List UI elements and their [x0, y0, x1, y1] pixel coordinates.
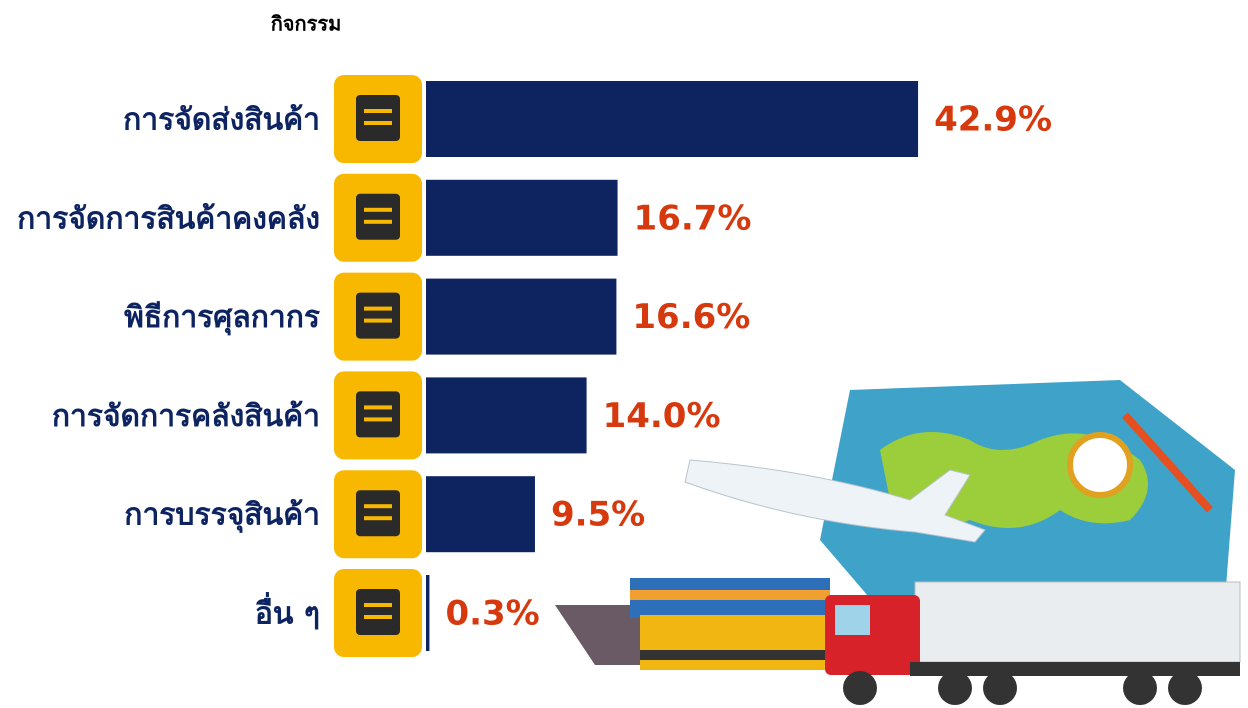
bar	[426, 278, 617, 355]
value-label: 16.7%	[634, 198, 752, 238]
icon-glyph-detail	[364, 306, 392, 311]
icon-glyph-detail	[364, 504, 392, 509]
column-header: กิจกรรม	[271, 12, 342, 36]
icon-glyph	[356, 193, 400, 240]
category-label: พิธีการศุลกากร	[124, 300, 320, 336]
icon-glyph	[356, 589, 400, 635]
bar	[426, 575, 430, 651]
icon-glyph	[356, 391, 400, 438]
bar	[426, 476, 535, 553]
value-label: 9.5%	[551, 495, 645, 535]
bar	[426, 377, 587, 454]
icon-glyph-detail	[364, 516, 392, 521]
icon-glyph	[356, 490, 400, 537]
icon-glyph-detail	[364, 318, 392, 323]
value-label: 14.0%	[603, 396, 721, 436]
icon-glyph-detail	[364, 219, 392, 224]
bar	[426, 81, 919, 157]
bar	[426, 179, 618, 256]
category-label: การจัดการสินค้าคงคลัง	[17, 201, 320, 236]
category-label: การจัดส่งสินค้า	[123, 103, 320, 138]
icon-glyph-detail	[364, 405, 392, 410]
icon-glyph-detail	[364, 121, 392, 125]
value-label: 16.6%	[632, 297, 750, 337]
category-label: การบรรจุสินค้า	[124, 498, 320, 534]
category-label: อื่น ๆ	[255, 592, 320, 632]
icon-glyph	[356, 95, 400, 141]
icon-glyph-detail	[364, 207, 392, 212]
icon-glyph-detail	[364, 109, 392, 113]
icon-glyph-detail	[364, 603, 392, 607]
illustration	[555, 380, 1241, 705]
value-label: 42.9%	[934, 100, 1052, 140]
value-label: 0.3%	[445, 594, 539, 634]
icon-glyph-detail	[364, 615, 392, 619]
icon-glyph-detail	[364, 417, 392, 422]
category-label: การจัดการคลังสินค้า	[52, 399, 320, 434]
icons	[334, 75, 422, 657]
icon-glyph	[356, 292, 400, 339]
